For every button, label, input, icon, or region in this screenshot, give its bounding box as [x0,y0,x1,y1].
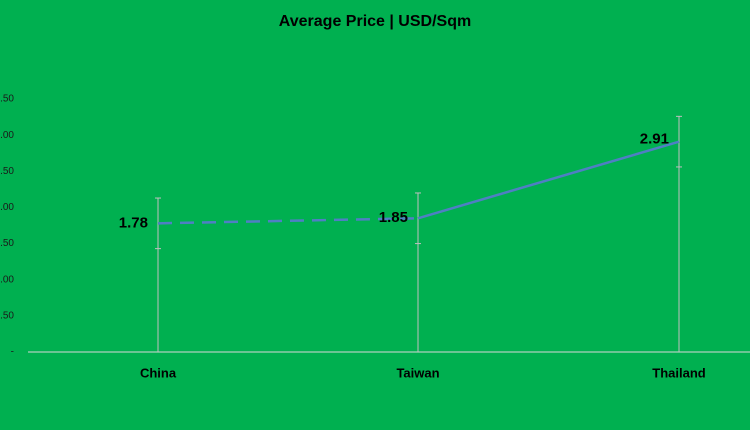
y-tick-label: 2.50 [0,166,14,177]
y-tick-label: 0.50 [0,310,14,321]
y-tick-label: 1.00 [0,274,14,285]
y-tick-label: - [11,347,14,358]
chart-title: Average Price | USD/Sqm [279,13,471,30]
data-label: 1.78 [119,214,148,231]
y-tick-label: 2.00 [0,202,14,213]
y-tick-label: 3.50 [0,94,14,105]
y-tick-label: 1.50 [0,238,14,249]
x-tick-label: Thailand [652,365,706,380]
data-label: 1.85 [379,209,408,226]
y-tick-label: 3.00 [0,130,14,141]
data-label: 2.91 [640,131,669,148]
line-segment [417,140,680,220]
x-tick-label: Taiwan [396,365,439,380]
x-tick-label: China [140,365,177,380]
